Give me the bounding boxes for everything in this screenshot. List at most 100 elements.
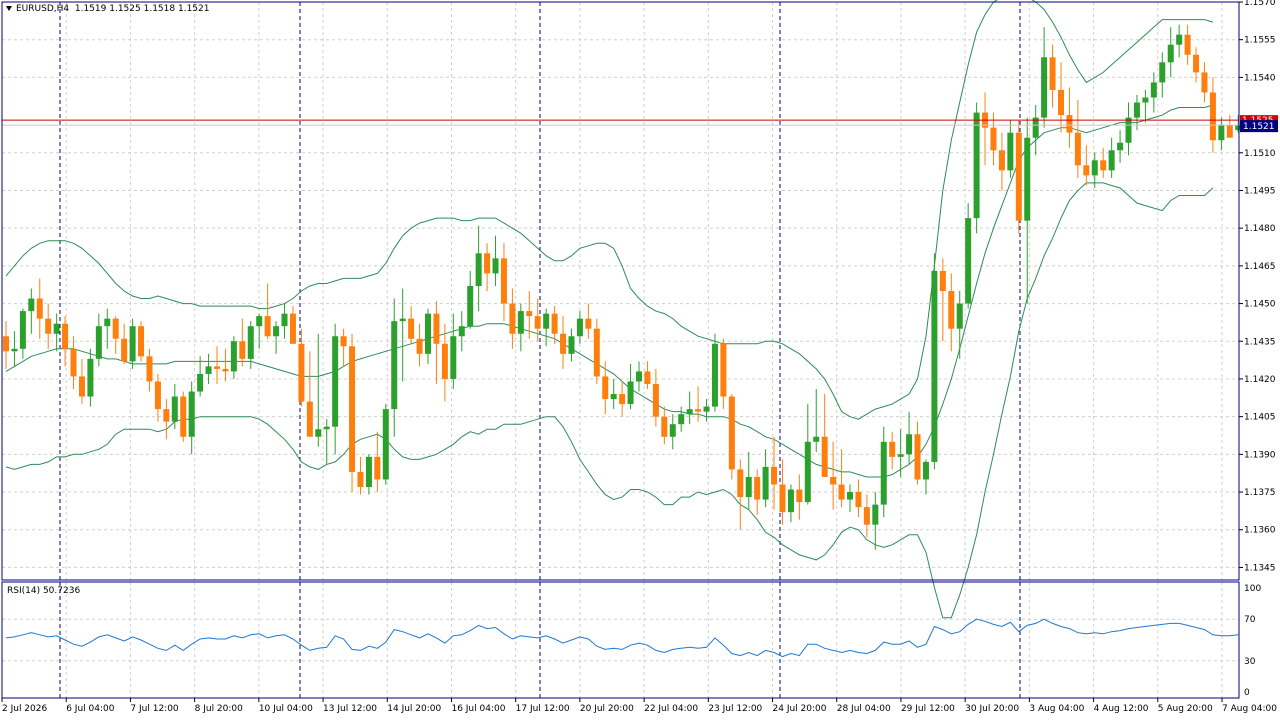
bear-candle [990, 127, 997, 151]
bear-candle [3, 336, 9, 352]
bear-candle [830, 476, 837, 485]
bear-candle [863, 507, 870, 525]
price-tick-label: 1.1495 [1244, 186, 1276, 196]
bear-candle [720, 343, 727, 397]
bull-candle [669, 424, 676, 437]
bear-candle [78, 376, 85, 397]
bear-candle [1049, 57, 1056, 90]
bull-candle [1041, 57, 1048, 118]
bull-candle [365, 456, 372, 488]
time-tick-label: 3 Aug 04:00 [1029, 704, 1084, 714]
bear-candle [661, 416, 668, 437]
bull-candle [906, 434, 913, 455]
bear-candle [180, 396, 187, 437]
bull-candle [1159, 62, 1166, 83]
main-pane-border [1, 1, 1240, 581]
time-tick-label: 13 Jul 12:00 [323, 704, 377, 714]
bull-candle [787, 489, 794, 513]
bull-candle [1024, 137, 1031, 221]
bear-candle [1201, 72, 1208, 93]
bull-candle [188, 391, 195, 437]
time-tick-label: 10 Jul 04:00 [259, 704, 313, 714]
bull-candle [1142, 97, 1149, 103]
bear-candle [593, 328, 600, 377]
price-axis: 1.1570 1.1555 1.1540 1.1510 1.1495 1.1480 1.14… [1239, 0, 1276, 573]
dropdown-triangle-icon[interactable] [6, 6, 12, 11]
bull-candle [87, 358, 94, 397]
symbol-header[interactable]: EURUSD,H4 1.1519 1.1525 1.1518 1.1521 [6, 4, 209, 14]
bull-candle [1108, 150, 1115, 171]
time-tick-label: 7 Aug 04:00 [1222, 704, 1277, 714]
bear-candle [551, 313, 558, 334]
time-tick-label: 2 Jul 2026 [2, 704, 47, 714]
bull-candle [872, 504, 879, 525]
bull-candle [1032, 117, 1039, 138]
close-value: 1.1521 [177, 4, 210, 14]
time-tick-label: 16 Jul 04:00 [451, 704, 505, 714]
bear-candle [855, 492, 862, 508]
bear-candle [838, 484, 845, 500]
bear-candle [374, 456, 381, 480]
bull-candle [931, 270, 938, 462]
time-tick-label: 4 Aug 12:00 [1094, 704, 1149, 714]
bear-candle [36, 298, 43, 319]
day-separators [59, 2, 1021, 698]
price-tick-label: 1.1435 [1244, 337, 1276, 347]
bollinger-middle-line [5, 104, 1214, 478]
price-tick-label: 1.1465 [1244, 262, 1276, 272]
time-tick-label: 20 Jul 20:00 [580, 704, 634, 714]
bull-candle [973, 112, 980, 219]
rsi-gridlines [1, 582, 1239, 698]
bear-candle [441, 343, 448, 379]
open-value: 1.1519 [74, 4, 107, 14]
bear-candle [1100, 160, 1107, 171]
bull-candle [104, 318, 111, 327]
bull-candle [95, 326, 102, 359]
bull-candle [1125, 117, 1132, 143]
bull-candle [475, 253, 482, 286]
bear-candle [416, 338, 423, 354]
time-tick-label: 8 Jul 20:00 [195, 704, 244, 714]
bear-candle [526, 311, 533, 317]
symbol-name: EURUSD,H4 [16, 4, 70, 14]
bull-candle [745, 476, 752, 498]
bear-candle [340, 336, 347, 347]
bear-candle [70, 348, 77, 377]
time-tick-label: 28 Jul 04:00 [837, 704, 891, 714]
bull-candle [425, 313, 431, 354]
time-tick-label: 14 Jul 20:00 [387, 704, 441, 714]
bull-candle [273, 326, 280, 337]
bull-candle [711, 343, 718, 407]
price-tick-label: 1.1570 [1244, 0, 1276, 8]
current-price-tag [1240, 120, 1278, 133]
bull-candle [19, 311, 26, 349]
bull-candle [636, 371, 642, 382]
bull-candle [1176, 34, 1183, 45]
bull-candle [171, 396, 178, 422]
bull-candle [813, 436, 820, 442]
bear-candle [771, 466, 778, 485]
bear-candle [619, 394, 626, 405]
bull-candle [492, 258, 499, 274]
bear-candle [357, 471, 364, 488]
price-tick-label: 1.1375 [1244, 488, 1276, 498]
bear-candle [652, 383, 659, 417]
bear-candle [264, 316, 271, 337]
bear-candle [939, 270, 946, 291]
bull-candle [543, 313, 550, 329]
bear-candle [998, 150, 1005, 171]
bull-candle [450, 336, 457, 379]
bear-candle [306, 401, 313, 437]
bear-candle [914, 434, 921, 480]
bear-candle [1066, 115, 1073, 133]
bear-candle [821, 436, 828, 477]
time-tick-label: 29 Jul 12:00 [901, 704, 955, 714]
bear-candle [737, 469, 744, 498]
bear-candle [138, 326, 145, 357]
bear-candle [1226, 125, 1233, 138]
bull-candle [703, 406, 710, 412]
bull-candle [1167, 44, 1174, 63]
bear-candle [349, 346, 356, 472]
